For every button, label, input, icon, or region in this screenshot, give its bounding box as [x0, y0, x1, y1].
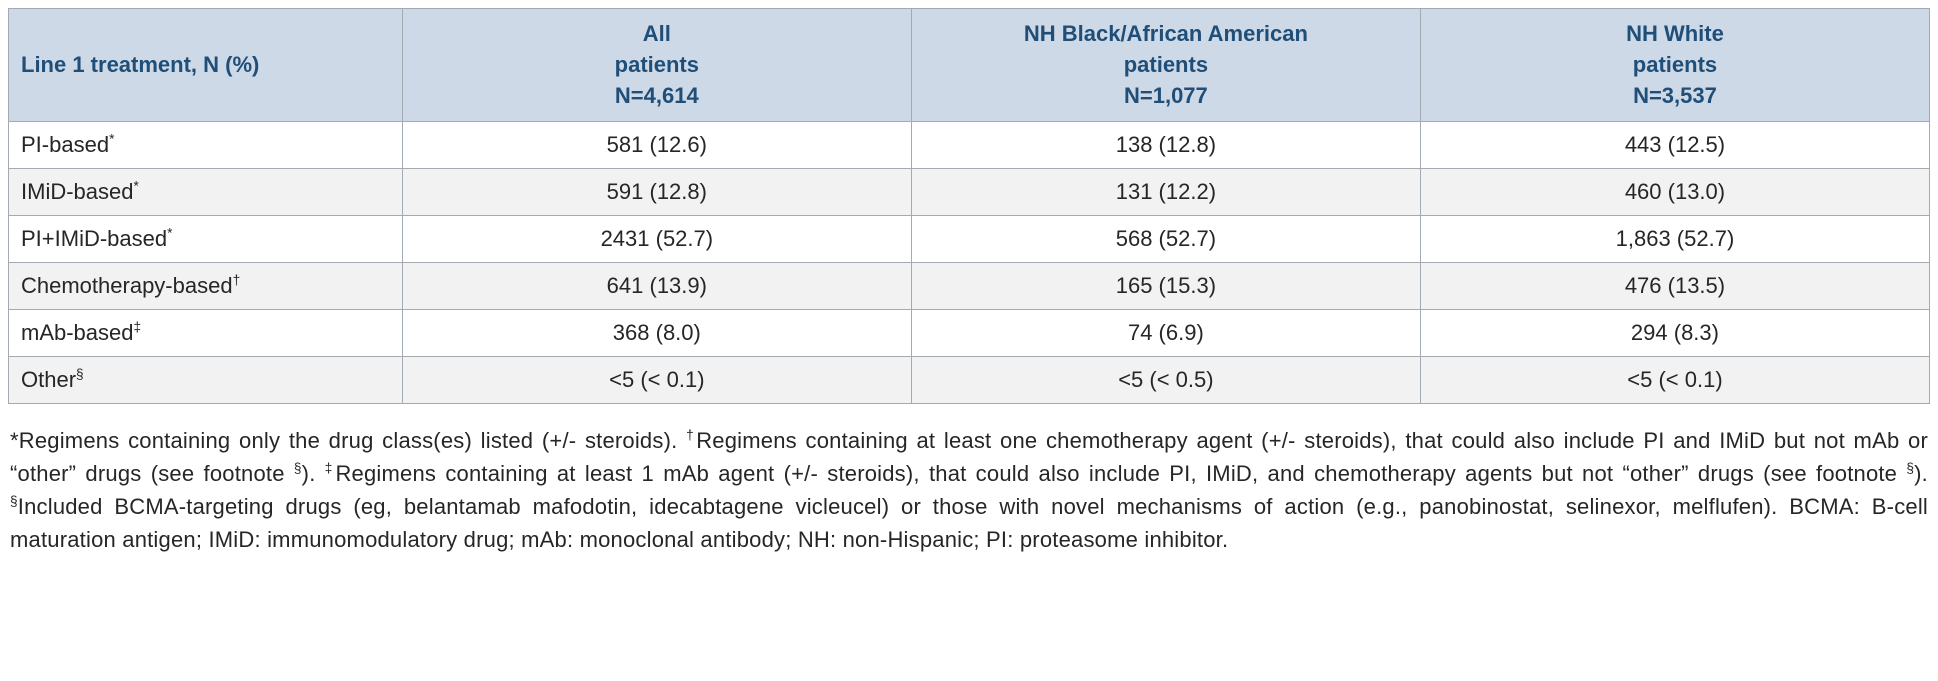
table-row: PI+IMiD-based* 2431 (52.7) 568 (52.7) 1,… — [8, 215, 1931, 264]
footnote-marker: § — [76, 367, 84, 383]
footnote-marker: ‡ — [133, 320, 142, 336]
treatment-table: Line 1 treatment, N (%) All patients N=4… — [8, 7, 1931, 405]
row-label-text: PI+IMiD-based — [21, 226, 168, 252]
table-cell: 476 (13.5) — [1419, 262, 1931, 311]
table-row: PI-based* 581 (12.6) 138 (12.8) 443 (12.… — [8, 121, 1931, 170]
table-cell: 131 (12.2) — [910, 168, 1421, 217]
header-row: Line 1 treatment, N (%) All patients N=4… — [8, 7, 1931, 123]
table-header: Line 1 treatment, N (%) All patients N=4… — [8, 7, 1931, 123]
row-label-text: mAb-based — [21, 320, 134, 346]
row-label-text: PI-based — [21, 132, 110, 158]
table-row: IMiD-based* 591 (12.8) 131 (12.2) 460 (1… — [8, 168, 1931, 217]
table-cell: 443 (12.5) — [1419, 121, 1931, 170]
table-cell: 581 (12.6) — [401, 121, 912, 170]
table-cell: 294 (8.3) — [1419, 309, 1931, 358]
table-cell: 165 (15.3) — [910, 262, 1421, 311]
footnote: *Regimens containing only the drug class… — [10, 428, 1929, 553]
table-cell: <5 (< 0.5) — [910, 356, 1421, 405]
table-cell: 368 (8.0) — [401, 309, 912, 358]
row-label: PI-based* — [8, 121, 403, 170]
row-label: IMiD-based* — [8, 168, 403, 217]
table-cell: 641 (13.9) — [401, 262, 912, 311]
row-label: Other§ — [8, 356, 403, 405]
table-cell: <5 (< 0.1) — [401, 356, 912, 405]
footnote-marker: * — [109, 132, 115, 148]
col-header-nh-black-patients: NH Black/African American patients N=1,0… — [910, 7, 1421, 123]
table-row: Other§ <5 (< 0.1) <5 (< 0.5) <5 (< 0.1) — [8, 356, 1931, 405]
table-row: mAb-based‡ 368 (8.0) 74 (6.9) 294 (8.3) — [8, 309, 1931, 358]
table-cell: 2431 (52.7) — [401, 215, 912, 264]
table-cell: 591 (12.8) — [401, 168, 912, 217]
table-body: PI-based* 581 (12.6) 138 (12.8) 443 (12.… — [8, 121, 1931, 405]
table-cell: 1,863 (52.7) — [1419, 215, 1931, 264]
footnote-marker: * — [133, 179, 139, 195]
col-header-all-patients: All patients N=4,614 — [401, 7, 912, 123]
table-cell: 460 (13.0) — [1419, 168, 1931, 217]
table-cell: 138 (12.8) — [910, 121, 1421, 170]
row-label-text: IMiD-based — [21, 179, 134, 205]
row-label: mAb-based‡ — [8, 309, 403, 358]
col-header-treatment: Line 1 treatment, N (%) — [8, 7, 403, 123]
footnote-marker: * — [167, 226, 173, 242]
table-cell: 74 (6.9) — [910, 309, 1421, 358]
row-label-text: Chemotherapy-based — [21, 273, 233, 299]
footnote-marker: † — [232, 273, 241, 289]
table-cell: <5 (< 0.1) — [1419, 356, 1931, 405]
row-label: Chemotherapy-based† — [8, 262, 403, 311]
row-label: PI+IMiD-based* — [8, 215, 403, 264]
table-cell: 568 (52.7) — [910, 215, 1421, 264]
col-header-nh-white-patients: NH White patients N=3,537 — [1419, 7, 1931, 123]
row-label-text: Other — [21, 367, 77, 393]
table-row: Chemotherapy-based† 641 (13.9) 165 (15.3… — [8, 262, 1931, 311]
